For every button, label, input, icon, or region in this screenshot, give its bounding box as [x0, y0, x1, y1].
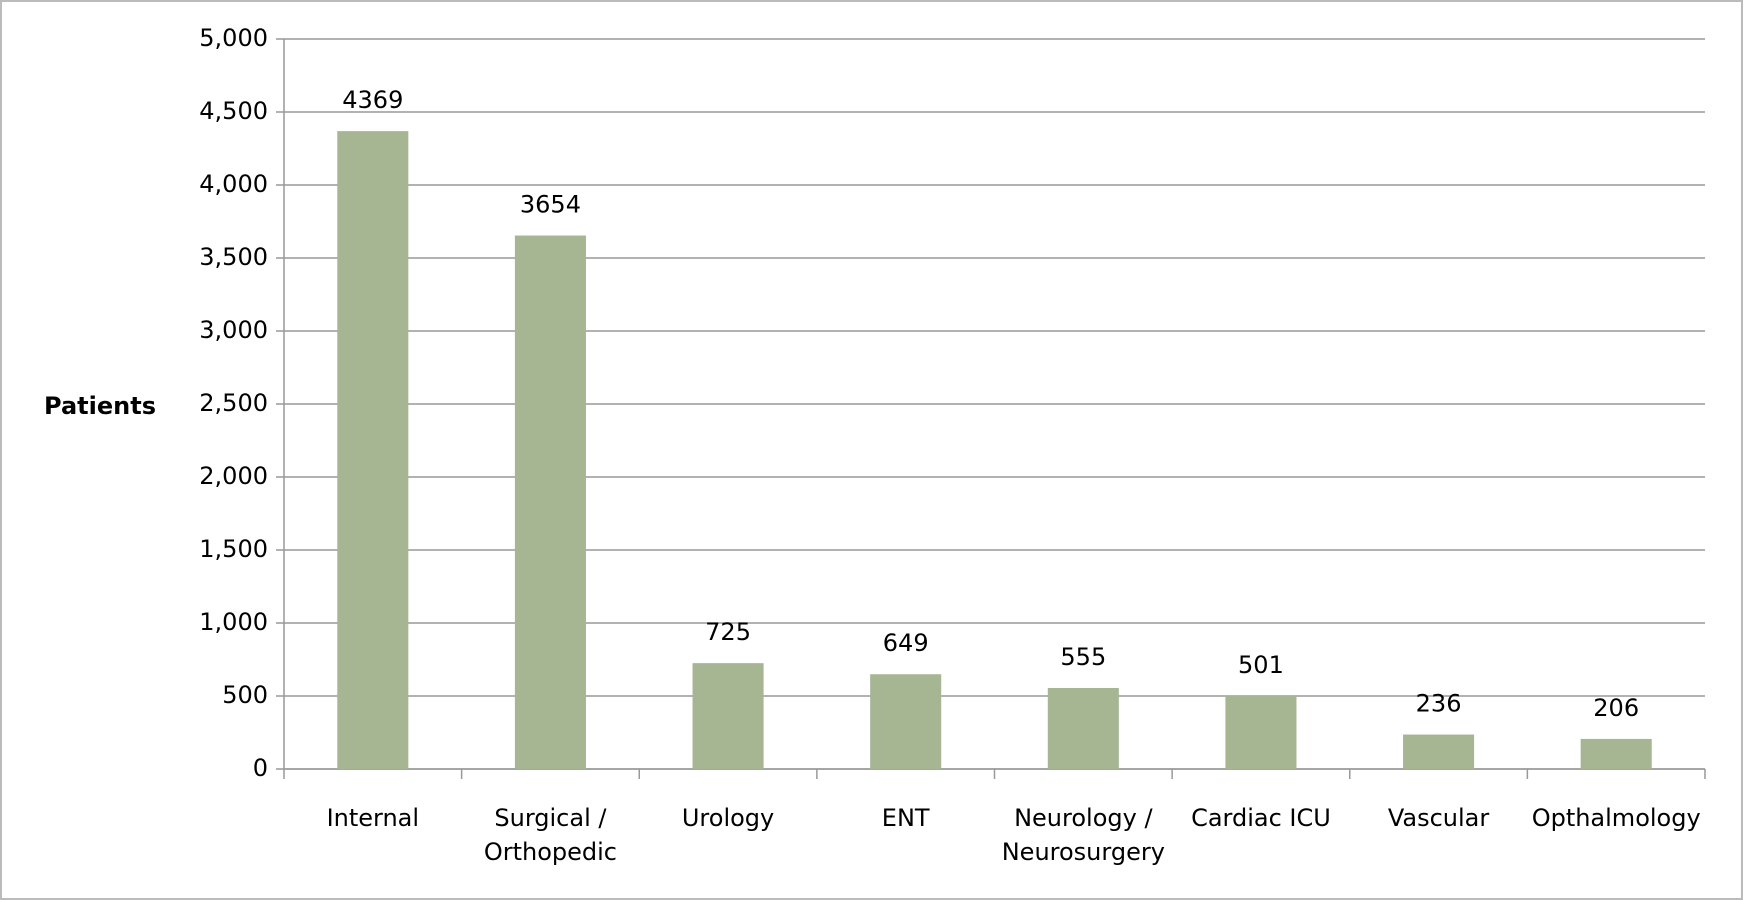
bar	[514, 235, 586, 770]
y-tick-label: 4,000	[199, 170, 268, 198]
x-tick-label: Neurology / Neurosurgery	[1001, 804, 1165, 866]
y-tick-label: 5,000	[199, 24, 268, 52]
data-label: 501	[1238, 651, 1284, 679]
y-tick-label: 1,500	[199, 535, 268, 563]
y-axis-label: Patients	[44, 392, 156, 420]
x-tick-label: Cardiac ICU	[1191, 804, 1331, 832]
bar	[1403, 734, 1475, 769]
x-tick-label: Internal	[326, 804, 420, 832]
y-tick-label: 2,000	[199, 462, 268, 490]
data-label: 4369	[342, 86, 403, 114]
y-tick-label: 4,500	[199, 97, 268, 125]
bar	[1580, 738, 1652, 769]
data-label: 649	[883, 629, 929, 657]
bar	[1047, 687, 1119, 769]
data-label: 206	[1593, 694, 1639, 722]
x-tick-label: ENT	[881, 804, 930, 832]
y-tick-label: 3,500	[199, 243, 268, 271]
y-tick-label: 3,000	[199, 316, 268, 344]
y-tick-label: 2,500	[199, 389, 268, 417]
x-tick-label: Opthalmology	[1531, 804, 1701, 832]
y-tick-label: 500	[222, 681, 268, 709]
bar	[692, 663, 764, 769]
y-tick-label: 1,000	[199, 608, 268, 636]
bar	[337, 131, 409, 770]
data-label: 3654	[520, 191, 581, 219]
y-tick-label: 0	[253, 754, 268, 782]
bar	[1225, 695, 1297, 769]
data-label: 236	[1416, 690, 1462, 718]
x-tick-label: Surgical / Orthopedic	[483, 804, 618, 866]
data-label: 555	[1060, 643, 1106, 671]
x-tick-label: Vascular	[1387, 804, 1490, 832]
data-label: 725	[705, 618, 751, 646]
bar	[870, 674, 942, 769]
x-tick-label: Urology	[681, 804, 775, 832]
